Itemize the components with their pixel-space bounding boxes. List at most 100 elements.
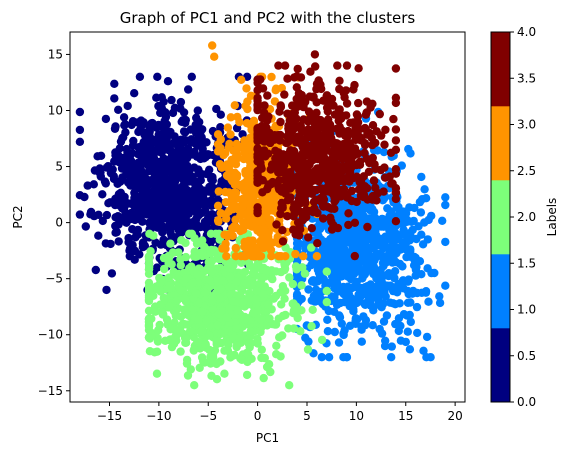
scatter-point-cluster-0 bbox=[116, 188, 126, 197]
scatter-point-cluster-3 bbox=[231, 215, 240, 224]
scatter-point-cluster-0 bbox=[174, 225, 183, 234]
scatter-point-cluster-2 bbox=[146, 247, 155, 256]
scatter-point-cluster-4 bbox=[286, 168, 295, 177]
scatter-point-cluster-4 bbox=[352, 110, 362, 119]
scatter-point-cluster-2 bbox=[285, 273, 294, 282]
scatter-point-cluster-2 bbox=[153, 337, 163, 346]
scatter-point-cluster-3 bbox=[246, 193, 255, 202]
scatter-point-cluster-0 bbox=[205, 182, 214, 192]
scatter-point-cluster-0 bbox=[129, 163, 139, 172]
scatter-point-cluster-1 bbox=[330, 293, 339, 302]
scatter-point-cluster-0 bbox=[101, 239, 111, 248]
scatter-point-cluster-4 bbox=[391, 165, 401, 174]
colorbar-segment bbox=[491, 106, 510, 181]
scatter-point-cluster-2 bbox=[170, 333, 179, 342]
scatter-point-cluster-1 bbox=[365, 251, 374, 261]
x-axis-label: PC1 bbox=[256, 431, 279, 445]
scatter-point-cluster-2 bbox=[156, 278, 165, 287]
scatter-point-cluster-4 bbox=[380, 140, 389, 149]
scatter-point-cluster-1 bbox=[424, 297, 433, 306]
scatter-point-cluster-0 bbox=[100, 177, 110, 186]
scatter-point-cluster-2 bbox=[246, 327, 255, 336]
scatter-point-cluster-1 bbox=[330, 327, 339, 337]
scatter-point-cluster-3 bbox=[214, 187, 223, 196]
scatter-point-cluster-0 bbox=[128, 225, 137, 234]
scatter-point-cluster-1 bbox=[392, 203, 402, 212]
scatter-point-cluster-0 bbox=[112, 227, 122, 237]
scatter-point-cluster-3 bbox=[269, 206, 278, 215]
scatter-point-cluster-4 bbox=[253, 177, 262, 186]
scatter-point-cluster-0 bbox=[129, 136, 138, 146]
x-tick-label: −15 bbox=[97, 409, 122, 423]
scatter-point-cluster-2 bbox=[239, 298, 248, 307]
scatter-point-cluster-1 bbox=[323, 315, 332, 324]
scatter-point-cluster-1 bbox=[347, 294, 356, 303]
scatter-point-cluster-1 bbox=[352, 277, 361, 287]
scatter-point-cluster-2 bbox=[144, 283, 154, 292]
scatter-point-cluster-4 bbox=[296, 225, 305, 234]
scatter-point-cluster-2 bbox=[249, 308, 258, 318]
scatter-point-cluster-0 bbox=[127, 208, 136, 218]
scatter-point-cluster-4 bbox=[361, 110, 371, 119]
scatter-point-cluster-2 bbox=[208, 296, 217, 305]
scatter-point-cluster-4 bbox=[306, 143, 316, 152]
scatter-point-cluster-0 bbox=[176, 97, 186, 107]
scatter-point-cluster-0 bbox=[101, 114, 111, 124]
scatter-point-cluster-4 bbox=[307, 224, 316, 233]
scatter-point-cluster-0 bbox=[115, 144, 125, 153]
scatter-point-cluster-4 bbox=[330, 197, 339, 206]
scatter-point-cluster-4 bbox=[331, 143, 340, 152]
scatter-point-cluster-3 bbox=[243, 104, 252, 114]
scatter-point-cluster-1 bbox=[417, 172, 426, 182]
y-tick-label: −15 bbox=[38, 384, 63, 398]
scatter-point-cluster-2 bbox=[210, 346, 220, 355]
scatter-point-cluster-2 bbox=[246, 339, 256, 348]
scatter-point-cluster-1 bbox=[356, 292, 365, 301]
scatter-point-cluster-4 bbox=[318, 185, 328, 195]
scatter-point-cluster-0 bbox=[207, 201, 216, 210]
scatter-point-cluster-1 bbox=[304, 285, 313, 294]
scatter-point-cluster-1 bbox=[421, 194, 431, 203]
scatter-point-cluster-2 bbox=[183, 320, 192, 329]
scatter-point-cluster-1 bbox=[368, 321, 377, 330]
scatter-point-cluster-0 bbox=[148, 163, 157, 173]
scatter-point-cluster-1 bbox=[413, 328, 422, 338]
scatter-point-cluster-2 bbox=[182, 274, 191, 283]
scatter-point-cluster-2 bbox=[191, 289, 201, 298]
scatter-point-cluster-2 bbox=[202, 316, 211, 326]
x-tick-label: 15 bbox=[398, 409, 413, 423]
scatter-point-cluster-4 bbox=[360, 140, 370, 150]
scatter-point-cluster-2 bbox=[230, 350, 239, 360]
scatter-point-cluster-3 bbox=[241, 168, 250, 177]
scatter-point-cluster-2 bbox=[176, 347, 185, 356]
scatter-point-cluster-2 bbox=[176, 286, 186, 295]
scatter-point-cluster-3 bbox=[312, 252, 322, 261]
scatter-point-cluster-1 bbox=[406, 149, 415, 158]
scatter-point-cluster-1 bbox=[399, 212, 408, 221]
scatter-point-cluster-4 bbox=[257, 151, 266, 160]
scatter-point-cluster-0 bbox=[187, 72, 196, 82]
scatter-point-cluster-1 bbox=[404, 246, 413, 255]
scatter-point-cluster-4 bbox=[289, 212, 298, 221]
scatter-point-cluster-3 bbox=[240, 136, 249, 145]
scatter-point-cluster-4 bbox=[309, 168, 318, 177]
scatter-point-cluster-2 bbox=[263, 300, 272, 309]
scatter-point-outlier bbox=[208, 41, 217, 50]
scatter-point-cluster-1 bbox=[438, 216, 447, 225]
scatter-point-cluster-0 bbox=[104, 199, 113, 208]
scatter-point-cluster-4 bbox=[361, 125, 370, 134]
scatter-point-cluster-0 bbox=[86, 207, 96, 217]
scatter-point-cluster-1 bbox=[403, 286, 412, 296]
scatter-point-cluster-2 bbox=[152, 369, 162, 378]
scatter-point-cluster-0 bbox=[190, 194, 200, 203]
scatter-point-cluster-1 bbox=[345, 321, 355, 330]
scatter-point-cluster-4 bbox=[293, 64, 302, 74]
scatter-point-cluster-2 bbox=[206, 229, 216, 238]
scatter-point-cluster-1 bbox=[398, 262, 407, 271]
scatter-point-cluster-1 bbox=[347, 240, 357, 249]
scatter-point-cluster-4 bbox=[272, 220, 281, 229]
scatter-point-cluster-2 bbox=[289, 306, 299, 315]
scatter-point-cluster-0 bbox=[177, 117, 186, 127]
scatter-point-cluster-2 bbox=[144, 306, 154, 315]
scatter-point-cluster-4 bbox=[256, 158, 265, 167]
